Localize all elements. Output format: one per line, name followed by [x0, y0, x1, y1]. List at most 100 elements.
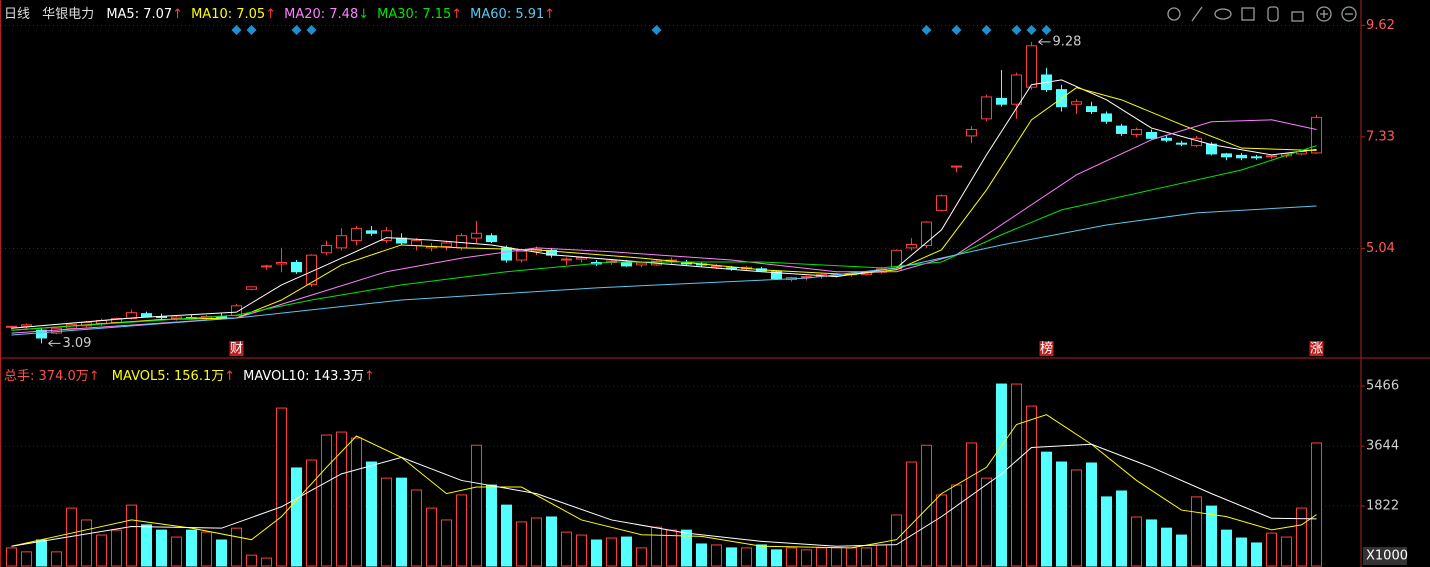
candle-body [171, 316, 182, 320]
legend-value: 7.05 [236, 7, 266, 22]
volume-bar [366, 461, 377, 567]
legend-value: 7.15 [422, 7, 452, 22]
min-label: 3.09 [63, 336, 92, 351]
volume-bar [981, 477, 992, 567]
volume-bar [321, 434, 332, 567]
box-icon[interactable] [1241, 7, 1255, 21]
zoom-in-icon[interactable] [1316, 6, 1332, 22]
candle-body [246, 286, 257, 290]
signal-diamond [231, 25, 242, 35]
candle-body [936, 195, 947, 211]
volume-bar [786, 547, 797, 567]
volume-bar [651, 526, 662, 567]
candle-body [36, 329, 47, 339]
volume-bar [816, 547, 827, 567]
settings-icon[interactable] [1167, 7, 1181, 21]
volume-bar [36, 539, 47, 567]
volume-bar [51, 551, 62, 567]
candle-body [381, 230, 392, 242]
candle-body [1161, 137, 1172, 141]
volume-bar [681, 529, 692, 567]
candle-body [336, 235, 347, 249]
view-icon[interactable] [1214, 8, 1232, 20]
candle-body [981, 96, 992, 120]
volume-bar [1206, 505, 1217, 567]
volume-bar [606, 537, 617, 567]
candle-body [1176, 142, 1187, 145]
volume-header: 总手: 374.0万↑ MAVOL5: 156.1万↑ MAVOL10: 143.… [4, 365, 383, 384]
event-label: 财 [230, 342, 243, 357]
candle-body [486, 235, 497, 243]
candle-body [1101, 113, 1112, 122]
candle-body [1086, 106, 1097, 113]
volume-bar [216, 539, 227, 567]
volume-bar [966, 442, 977, 567]
signal-diamond [306, 25, 317, 35]
volume-bar [486, 484, 497, 567]
volume-bar [1266, 532, 1277, 567]
candle-body [1146, 131, 1157, 139]
candle-body [1131, 129, 1142, 135]
volume-bar [1296, 507, 1307, 567]
signal-diamond [1041, 25, 1052, 35]
candle-body [261, 265, 272, 268]
volume-arrow: ↑ [88, 369, 100, 384]
candle-body [966, 129, 977, 137]
legend-arrow: ↑ [265, 7, 277, 22]
volume-bar [396, 477, 407, 567]
candle-body [1266, 155, 1277, 158]
signal-diamond [981, 25, 992, 35]
volume-bar [831, 547, 842, 567]
legend-arrow: ↓ [358, 7, 370, 22]
volume-bar [141, 524, 152, 567]
lock-icon[interactable] [1291, 11, 1304, 22]
volume-bar [1116, 490, 1127, 567]
volume-bar [636, 547, 647, 567]
volume-bar [1251, 542, 1262, 567]
volume-bar [1011, 383, 1022, 567]
max-label: 9.28 [1053, 34, 1082, 49]
zoom-out-icon[interactable] [1341, 6, 1357, 22]
candle-body [891, 249, 902, 270]
volume-value: 374.0万 [38, 369, 89, 384]
unit-label: X1000 [1366, 549, 1408, 564]
signal-diamond [1011, 25, 1022, 35]
volume-bar [501, 504, 512, 567]
volume-bar [1176, 534, 1187, 567]
volume-bar [1101, 496, 1112, 567]
candle-body [621, 261, 632, 267]
legend-name: MAVOL5: [111, 369, 170, 384]
legend-value: 7.48 [329, 7, 359, 22]
unit-box [1363, 547, 1407, 565]
volume-bar [276, 407, 287, 567]
volume-bar [696, 543, 707, 567]
volume-bar [1311, 442, 1322, 567]
volume-bar [231, 527, 242, 567]
volume-bar [591, 539, 602, 567]
volume-bar [1086, 462, 1097, 567]
y-tick-label: 7.33 [1366, 129, 1395, 144]
candle-body [561, 258, 572, 261]
legend-name: MA30: [377, 7, 419, 22]
legend-name: MA20: [284, 7, 326, 22]
candle-body [906, 243, 917, 249]
draw-icon[interactable] [1191, 6, 1203, 22]
volume-bar [906, 461, 917, 567]
volume-bar [1146, 519, 1157, 567]
legend-value: 143.3万 [313, 369, 364, 384]
candle-body [1311, 116, 1322, 154]
y-tick-label: 9.62 [1366, 18, 1395, 33]
volume-bar [876, 544, 887, 567]
signal-diamond [291, 25, 302, 35]
volume-bar [576, 534, 587, 567]
volume-bar [516, 521, 527, 567]
legend-arrow: ↑ [224, 369, 236, 384]
volume-bar [186, 529, 197, 567]
y-tick-label: 1822 [1366, 499, 1399, 514]
volume-bar [846, 547, 857, 567]
candle-body [351, 227, 362, 242]
legend-value: 5.91 [515, 7, 545, 22]
candle-body [501, 247, 512, 261]
hand-icon[interactable] [1267, 6, 1279, 22]
